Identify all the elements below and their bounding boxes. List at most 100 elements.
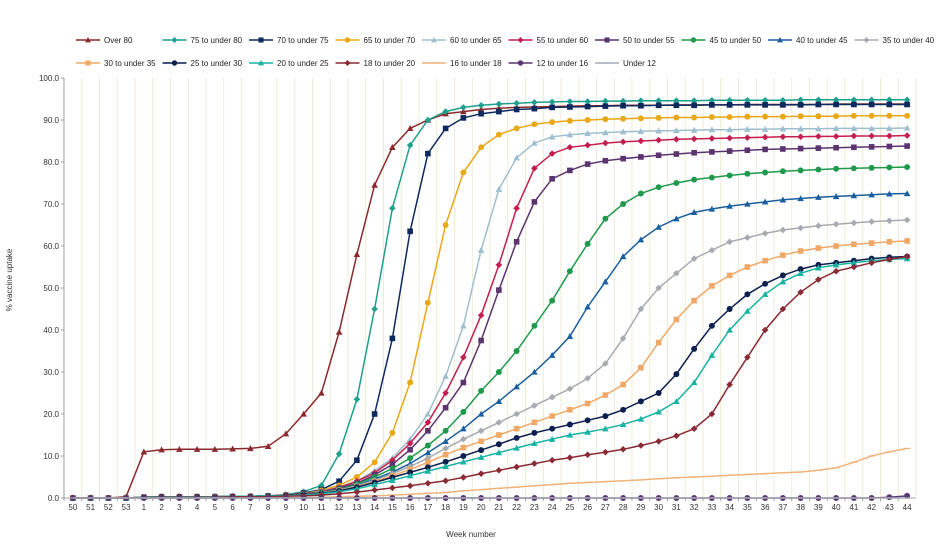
legend-label: 20 to under 25 bbox=[277, 59, 329, 68]
x-tick-label: 30 bbox=[654, 503, 663, 512]
data-point bbox=[513, 425, 520, 432]
legend-label: 30 to under 35 bbox=[104, 59, 156, 68]
data-point bbox=[762, 102, 768, 108]
data-point bbox=[602, 116, 609, 123]
data-point bbox=[549, 104, 555, 111]
data-point bbox=[406, 141, 414, 149]
data-point bbox=[690, 425, 698, 432]
legend-item: 70 to under 75 bbox=[249, 36, 329, 45]
data-point bbox=[513, 410, 520, 418]
legend-label: 12 to under 16 bbox=[537, 59, 589, 68]
data-point bbox=[904, 112, 911, 119]
data-point bbox=[637, 190, 644, 197]
y-tick-label: 80.0 bbox=[43, 158, 59, 167]
data-point bbox=[744, 147, 751, 154]
data-point bbox=[886, 143, 893, 150]
data-point bbox=[495, 419, 503, 426]
data-point bbox=[353, 251, 361, 258]
data-point bbox=[442, 404, 449, 411]
data-point bbox=[531, 402, 538, 409]
data-point bbox=[637, 236, 645, 243]
data-point bbox=[604, 37, 610, 43]
x-tick-label: 14 bbox=[370, 503, 379, 512]
data-point bbox=[619, 335, 627, 342]
data-point bbox=[673, 97, 680, 104]
data-point bbox=[425, 427, 431, 434]
legend-label: 55 to under 60 bbox=[537, 36, 589, 45]
data-point bbox=[797, 270, 804, 276]
data-point bbox=[850, 165, 857, 172]
data-point bbox=[602, 139, 609, 147]
data-point bbox=[797, 167, 804, 174]
data-point bbox=[389, 204, 396, 212]
data-point bbox=[407, 379, 414, 386]
data-point bbox=[517, 37, 524, 43]
data-point bbox=[371, 181, 378, 188]
data-point bbox=[779, 278, 787, 285]
data-point bbox=[211, 445, 219, 452]
data-point bbox=[744, 264, 751, 270]
data-point bbox=[780, 252, 786, 259]
data-point bbox=[548, 351, 556, 358]
data-point bbox=[637, 398, 644, 405]
data-point bbox=[638, 154, 644, 160]
data-point bbox=[584, 451, 591, 459]
data-point bbox=[407, 446, 413, 453]
x-tick-label: 35 bbox=[743, 503, 752, 512]
data-point bbox=[797, 145, 804, 152]
data-point bbox=[780, 146, 786, 152]
data-point bbox=[477, 470, 485, 477]
data-point bbox=[815, 101, 822, 108]
data-point bbox=[673, 151, 680, 157]
data-point bbox=[620, 406, 627, 413]
data-point bbox=[797, 125, 804, 132]
data-point bbox=[655, 102, 662, 109]
data-point bbox=[903, 124, 911, 131]
data-point bbox=[460, 322, 467, 329]
data-point bbox=[833, 113, 840, 120]
data-point bbox=[744, 134, 751, 141]
data-point bbox=[495, 131, 502, 138]
x-tick-label: 25 bbox=[565, 503, 574, 512]
data-point bbox=[761, 230, 769, 237]
data-point bbox=[460, 104, 467, 111]
data-point bbox=[496, 432, 502, 438]
data-point bbox=[619, 421, 627, 428]
data-point bbox=[460, 115, 467, 121]
legend-item: 20 to under 25 bbox=[249, 59, 329, 68]
data-point bbox=[761, 133, 769, 141]
data-point bbox=[655, 339, 662, 346]
data-point bbox=[797, 133, 804, 141]
data-point bbox=[886, 494, 893, 501]
data-point bbox=[344, 60, 351, 66]
data-point bbox=[655, 114, 662, 121]
data-point bbox=[513, 106, 520, 113]
data-point bbox=[548, 393, 556, 401]
data-point bbox=[477, 106, 485, 113]
data-point bbox=[655, 136, 662, 144]
data-point bbox=[584, 400, 591, 407]
data-point bbox=[548, 435, 556, 442]
data-point bbox=[850, 263, 858, 271]
data-point bbox=[903, 253, 911, 260]
data-point bbox=[744, 291, 751, 298]
data-point bbox=[690, 379, 698, 386]
data-point bbox=[406, 440, 414, 447]
data-point bbox=[691, 297, 697, 304]
data-point bbox=[797, 248, 804, 254]
data-point bbox=[495, 449, 503, 456]
legend-item: 12 to under 16 bbox=[508, 59, 589, 68]
x-tick-label: 26 bbox=[583, 503, 592, 512]
data-point bbox=[353, 396, 361, 403]
legend-item: 35 to under 40 bbox=[854, 36, 935, 45]
data-point bbox=[850, 192, 858, 199]
x-tick-label: 17 bbox=[423, 503, 432, 512]
data-point bbox=[566, 454, 574, 461]
data-point bbox=[496, 287, 502, 293]
data-point bbox=[903, 96, 911, 104]
data-point bbox=[868, 132, 875, 140]
data-point bbox=[673, 114, 680, 121]
data-point bbox=[495, 261, 503, 269]
data-point bbox=[584, 130, 591, 137]
data-point bbox=[371, 481, 378, 488]
